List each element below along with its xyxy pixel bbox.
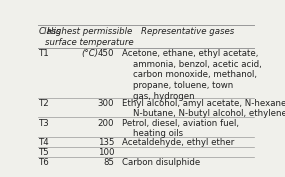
Text: 85: 85 [103, 158, 114, 167]
Text: T6: T6 [39, 158, 50, 167]
Text: Ethyl alcohol, amyl acetate, N-hexane,
    N-butane, N-butyl alcohol, ethylene: Ethyl alcohol, amyl acetate, N-hexane, N… [122, 99, 285, 118]
Text: Representative gases: Representative gases [141, 27, 235, 36]
Text: T2: T2 [39, 99, 50, 108]
Text: 135: 135 [97, 138, 114, 147]
Text: Carbon disulphide: Carbon disulphide [122, 158, 200, 167]
Text: Highest permissible
surface temperature
(°C): Highest permissible surface temperature … [45, 27, 134, 58]
Text: Petrol, diesel, aviation fuel,
    heating oils: Petrol, diesel, aviation fuel, heating o… [122, 119, 239, 138]
Text: T4: T4 [39, 138, 50, 147]
Text: Class: Class [39, 27, 62, 36]
Text: T1: T1 [39, 49, 50, 58]
Text: Acetaldehyde, ethyl ether: Acetaldehyde, ethyl ether [122, 138, 234, 147]
Text: T5: T5 [39, 148, 50, 157]
Text: 100: 100 [97, 148, 114, 157]
Text: 300: 300 [97, 99, 114, 108]
Text: T3: T3 [39, 119, 50, 128]
Text: 200: 200 [97, 119, 114, 128]
Text: Acetone, ethane, ethyl acetate,
    ammonia, benzol, acetic acid,
    carbon mon: Acetone, ethane, ethyl acetate, ammonia,… [122, 49, 262, 101]
Text: 450: 450 [97, 49, 114, 58]
